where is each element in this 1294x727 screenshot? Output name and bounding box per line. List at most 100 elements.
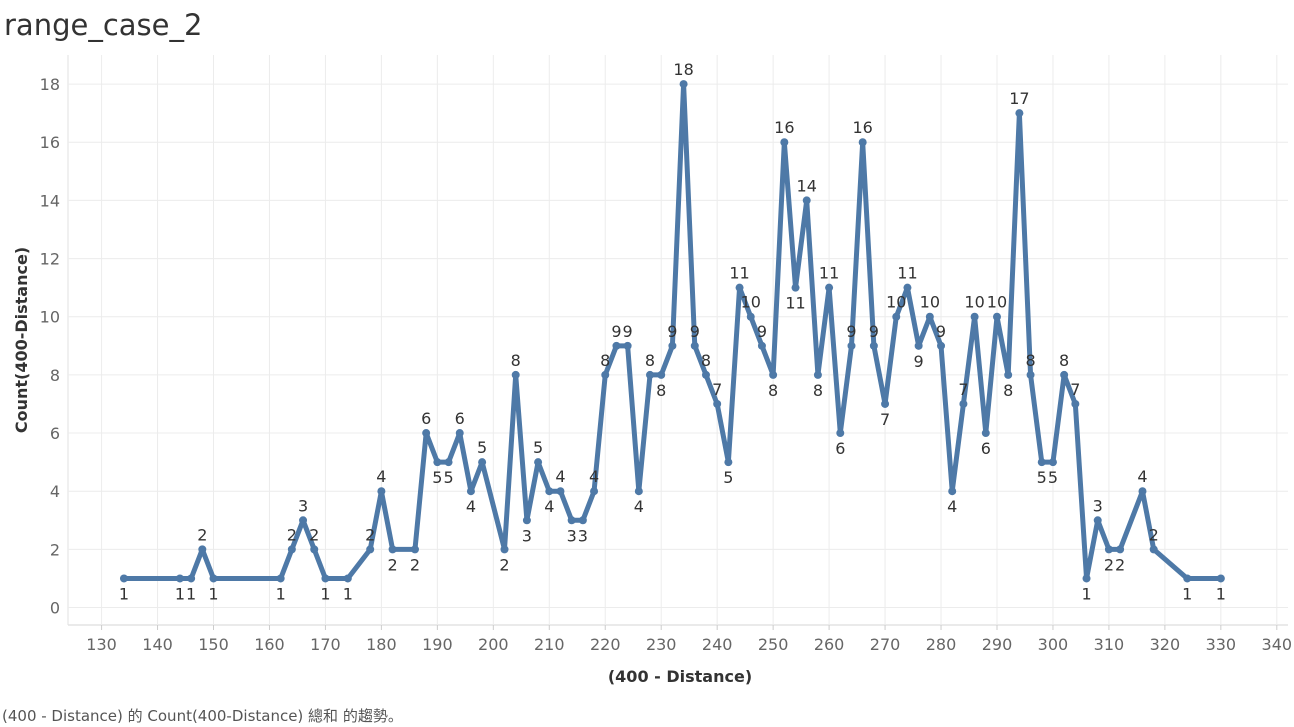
data-label: 4 <box>947 497 957 516</box>
data-label: 2 <box>287 525 297 544</box>
data-label: 6 <box>455 409 465 428</box>
data-point <box>914 341 923 350</box>
data-point <box>791 283 800 292</box>
data-point <box>735 283 744 292</box>
data-point <box>534 458 543 467</box>
data-label: 1 <box>119 584 129 603</box>
x-tick-label: 190 <box>422 635 453 654</box>
data-point <box>657 370 666 379</box>
line-chart: 130 140 150 160 170 180 190 200 210 220 230 240 250 2… <box>12 55 1293 686</box>
data-label: 4 <box>555 467 565 486</box>
data-label: 4 <box>1137 467 1147 486</box>
x-tick-label: 290 <box>982 635 1013 654</box>
data-label: 11 <box>897 264 917 283</box>
data-label: 3 <box>522 526 532 545</box>
x-tick-label: 220 <box>590 635 621 654</box>
x-tick-label: 140 <box>142 635 173 654</box>
y-tick-label: 4 <box>50 482 60 501</box>
data-point <box>1149 545 1158 554</box>
data-point <box>992 312 1001 321</box>
data-point <box>970 312 979 321</box>
data-label: 8 <box>768 381 778 400</box>
x-tick-label: 150 <box>198 635 229 654</box>
y-tick-label: 6 <box>50 424 60 443</box>
data-point <box>1093 516 1102 525</box>
data-label: 7 <box>1070 380 1080 399</box>
data-point <box>590 487 599 496</box>
data-point <box>1048 458 1057 467</box>
data-label: 8 <box>511 351 521 370</box>
x-tick-label: 280 <box>926 635 957 654</box>
data-point <box>310 545 319 554</box>
data-label: 7 <box>880 410 890 429</box>
data-label: 10 <box>920 293 940 312</box>
data-label: 10 <box>987 293 1007 312</box>
data-label: 1 <box>343 584 353 603</box>
data-point <box>455 429 464 438</box>
data-point <box>1183 574 1192 583</box>
data-label: 2 <box>499 555 509 574</box>
data-label: 4 <box>634 497 644 516</box>
data-point <box>623 341 632 350</box>
data-point <box>802 196 811 205</box>
x-tick-label: 300 <box>1038 635 1069 654</box>
data-label: 7 <box>712 380 722 399</box>
data-label: 2 <box>197 525 207 544</box>
data-label: 9 <box>667 322 677 341</box>
data-label: 3 <box>567 526 577 545</box>
data-point <box>1004 370 1013 379</box>
data-label: 6 <box>981 439 991 458</box>
data-point <box>825 283 834 292</box>
data-label: 18 <box>673 60 693 79</box>
data-point <box>366 545 375 554</box>
data-point <box>1060 370 1069 379</box>
data-label: 8 <box>1025 351 1035 370</box>
data-label: 8 <box>645 351 655 370</box>
data-point <box>757 341 766 350</box>
chart-caption: (400 - Distance) 的 Count(400-Distance) 總… <box>2 707 403 725</box>
x-tick-label: 310 <box>1094 635 1125 654</box>
data-label: 16 <box>852 118 872 137</box>
data-label: 1 <box>175 584 185 603</box>
data-point <box>612 341 621 350</box>
data-point <box>1015 109 1024 118</box>
data-label: 1 <box>1081 584 1091 603</box>
data-point <box>478 458 487 467</box>
data-point <box>388 545 397 554</box>
data-point <box>948 487 957 496</box>
data-point <box>175 574 184 583</box>
data-label: 8 <box>1003 381 1013 400</box>
data-label: 2 <box>309 525 319 544</box>
data-label: 10 <box>964 293 984 312</box>
data-label: 4 <box>589 467 599 486</box>
chart-title: range_case_2 <box>4 8 203 42</box>
data-label: 2 <box>1115 555 1125 574</box>
data-point <box>634 487 643 496</box>
data-label: 8 <box>1059 351 1069 370</box>
y-tick-label: 12 <box>40 250 60 269</box>
data-point <box>1037 458 1046 467</box>
x-tick-label: 270 <box>870 635 901 654</box>
data-label: 10 <box>741 293 761 312</box>
data-label: 3 <box>1093 496 1103 515</box>
x-tick-label: 160 <box>254 635 285 654</box>
data-point <box>981 429 990 438</box>
data-point <box>578 516 587 525</box>
data-point <box>410 545 419 554</box>
data-label: 8 <box>600 351 610 370</box>
x-axis-title: (400 - Distance) <box>608 667 752 686</box>
data-point <box>187 574 196 583</box>
data-point <box>556 487 565 496</box>
x-tick-label: 240 <box>702 635 733 654</box>
data-point <box>780 138 789 147</box>
x-tick-label: 330 <box>1206 635 1237 654</box>
data-point <box>701 370 710 379</box>
data-label: 10 <box>886 293 906 312</box>
x-tick-label: 340 <box>1262 635 1293 654</box>
data-label: 9 <box>757 322 767 341</box>
data-point <box>713 399 722 408</box>
data-label: 9 <box>623 322 633 341</box>
data-point <box>209 574 218 583</box>
data-point <box>343 574 352 583</box>
